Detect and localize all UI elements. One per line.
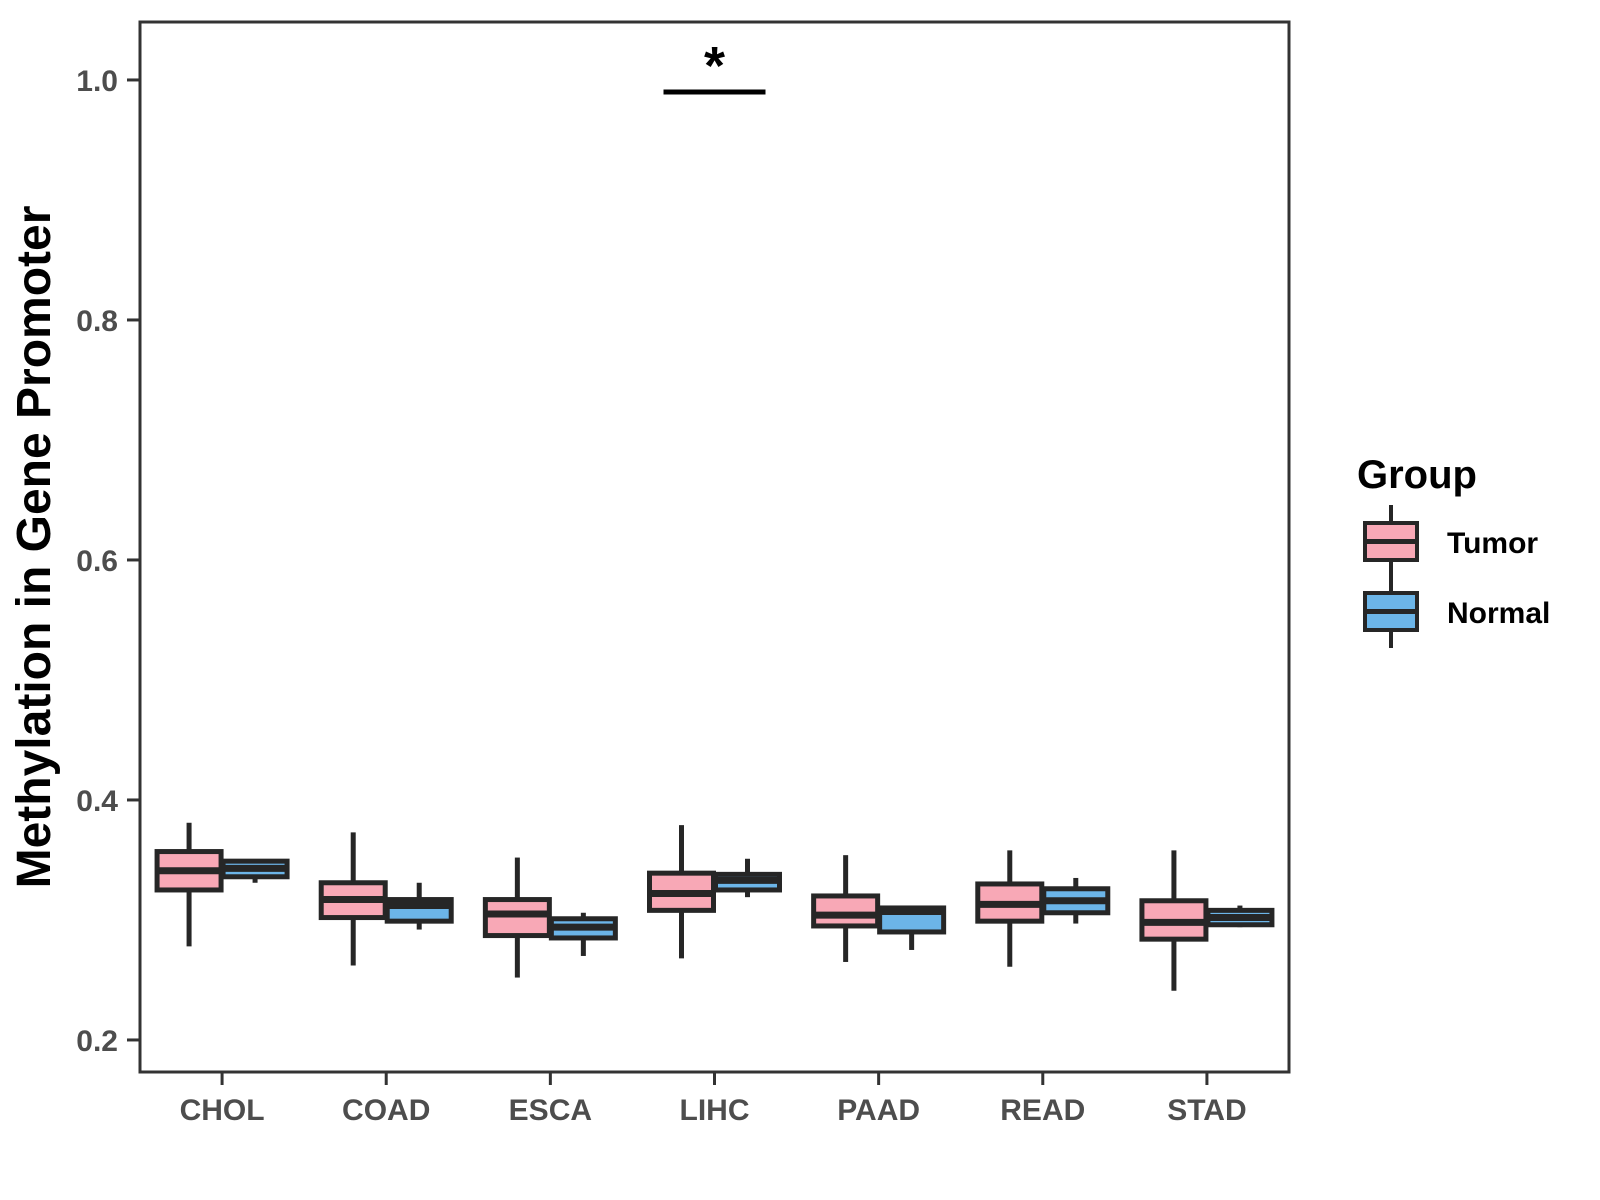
iqr-box bbox=[482, 897, 552, 939]
plot-area: 0.2 0.4 0.6 0.8 1.0 CHOL COAD ESCA LIHC PAAD READ S… bbox=[76, 20, 1291, 1127]
x-tick-label-read: READ bbox=[1000, 1094, 1085, 1127]
iqr-box bbox=[811, 893, 881, 929]
boxplot-esca-tumor bbox=[482, 857, 552, 978]
boxplot-paad-tumor bbox=[811, 855, 881, 962]
y-tick-label: 1.0 bbox=[76, 65, 118, 98]
x-tick-label-stad: STAD bbox=[1167, 1094, 1246, 1127]
legend-key-tumor: Tumor bbox=[1363, 505, 1538, 578]
x-tick-label-coad: COAD bbox=[342, 1094, 430, 1127]
y-tick-label: 0.4 bbox=[76, 785, 118, 818]
boxplot-read-tumor bbox=[975, 850, 1045, 967]
y-tick-label: 0.8 bbox=[76, 305, 118, 338]
boxplot-esca-normal bbox=[548, 912, 618, 956]
x-tick-label-paad: PAAD bbox=[837, 1094, 920, 1127]
y-axis-title: Methylation in Gene Promoter bbox=[8, 206, 61, 889]
boxplot-paad-normal bbox=[877, 905, 947, 950]
x-tick-label-esca: ESCA bbox=[509, 1094, 592, 1127]
y-tick-label: 0.6 bbox=[76, 545, 118, 578]
boxplot-stad-normal bbox=[1205, 905, 1275, 928]
boxplot-read-normal bbox=[1041, 877, 1111, 924]
legend: Group Tumor Normal bbox=[1357, 453, 1550, 648]
boxplot-chol-tumor bbox=[154, 822, 224, 947]
boxplot-lihc-normal bbox=[713, 858, 782, 898]
boxplot-stad-tumor bbox=[1139, 850, 1209, 991]
legend-label-normal: Normal bbox=[1447, 597, 1550, 630]
boxplot-coad-normal bbox=[384, 882, 454, 930]
boxplot-lihc-tumor bbox=[647, 825, 716, 959]
boxplot-coad-tumor bbox=[318, 832, 388, 966]
boxplot-chol-normal bbox=[220, 858, 290, 883]
legend-title: Group bbox=[1357, 453, 1477, 497]
y-tick-label: 0.2 bbox=[76, 1025, 118, 1058]
legend-label-tumor: Tumor bbox=[1447, 527, 1538, 560]
panel-border bbox=[138, 20, 1291, 1074]
x-tick-label-lihc: LIHC bbox=[680, 1094, 750, 1127]
x-tick-label-chol: CHOL bbox=[180, 1094, 265, 1127]
legend-key-normal: Normal bbox=[1363, 575, 1550, 648]
significance-asterisk: * bbox=[704, 36, 725, 96]
